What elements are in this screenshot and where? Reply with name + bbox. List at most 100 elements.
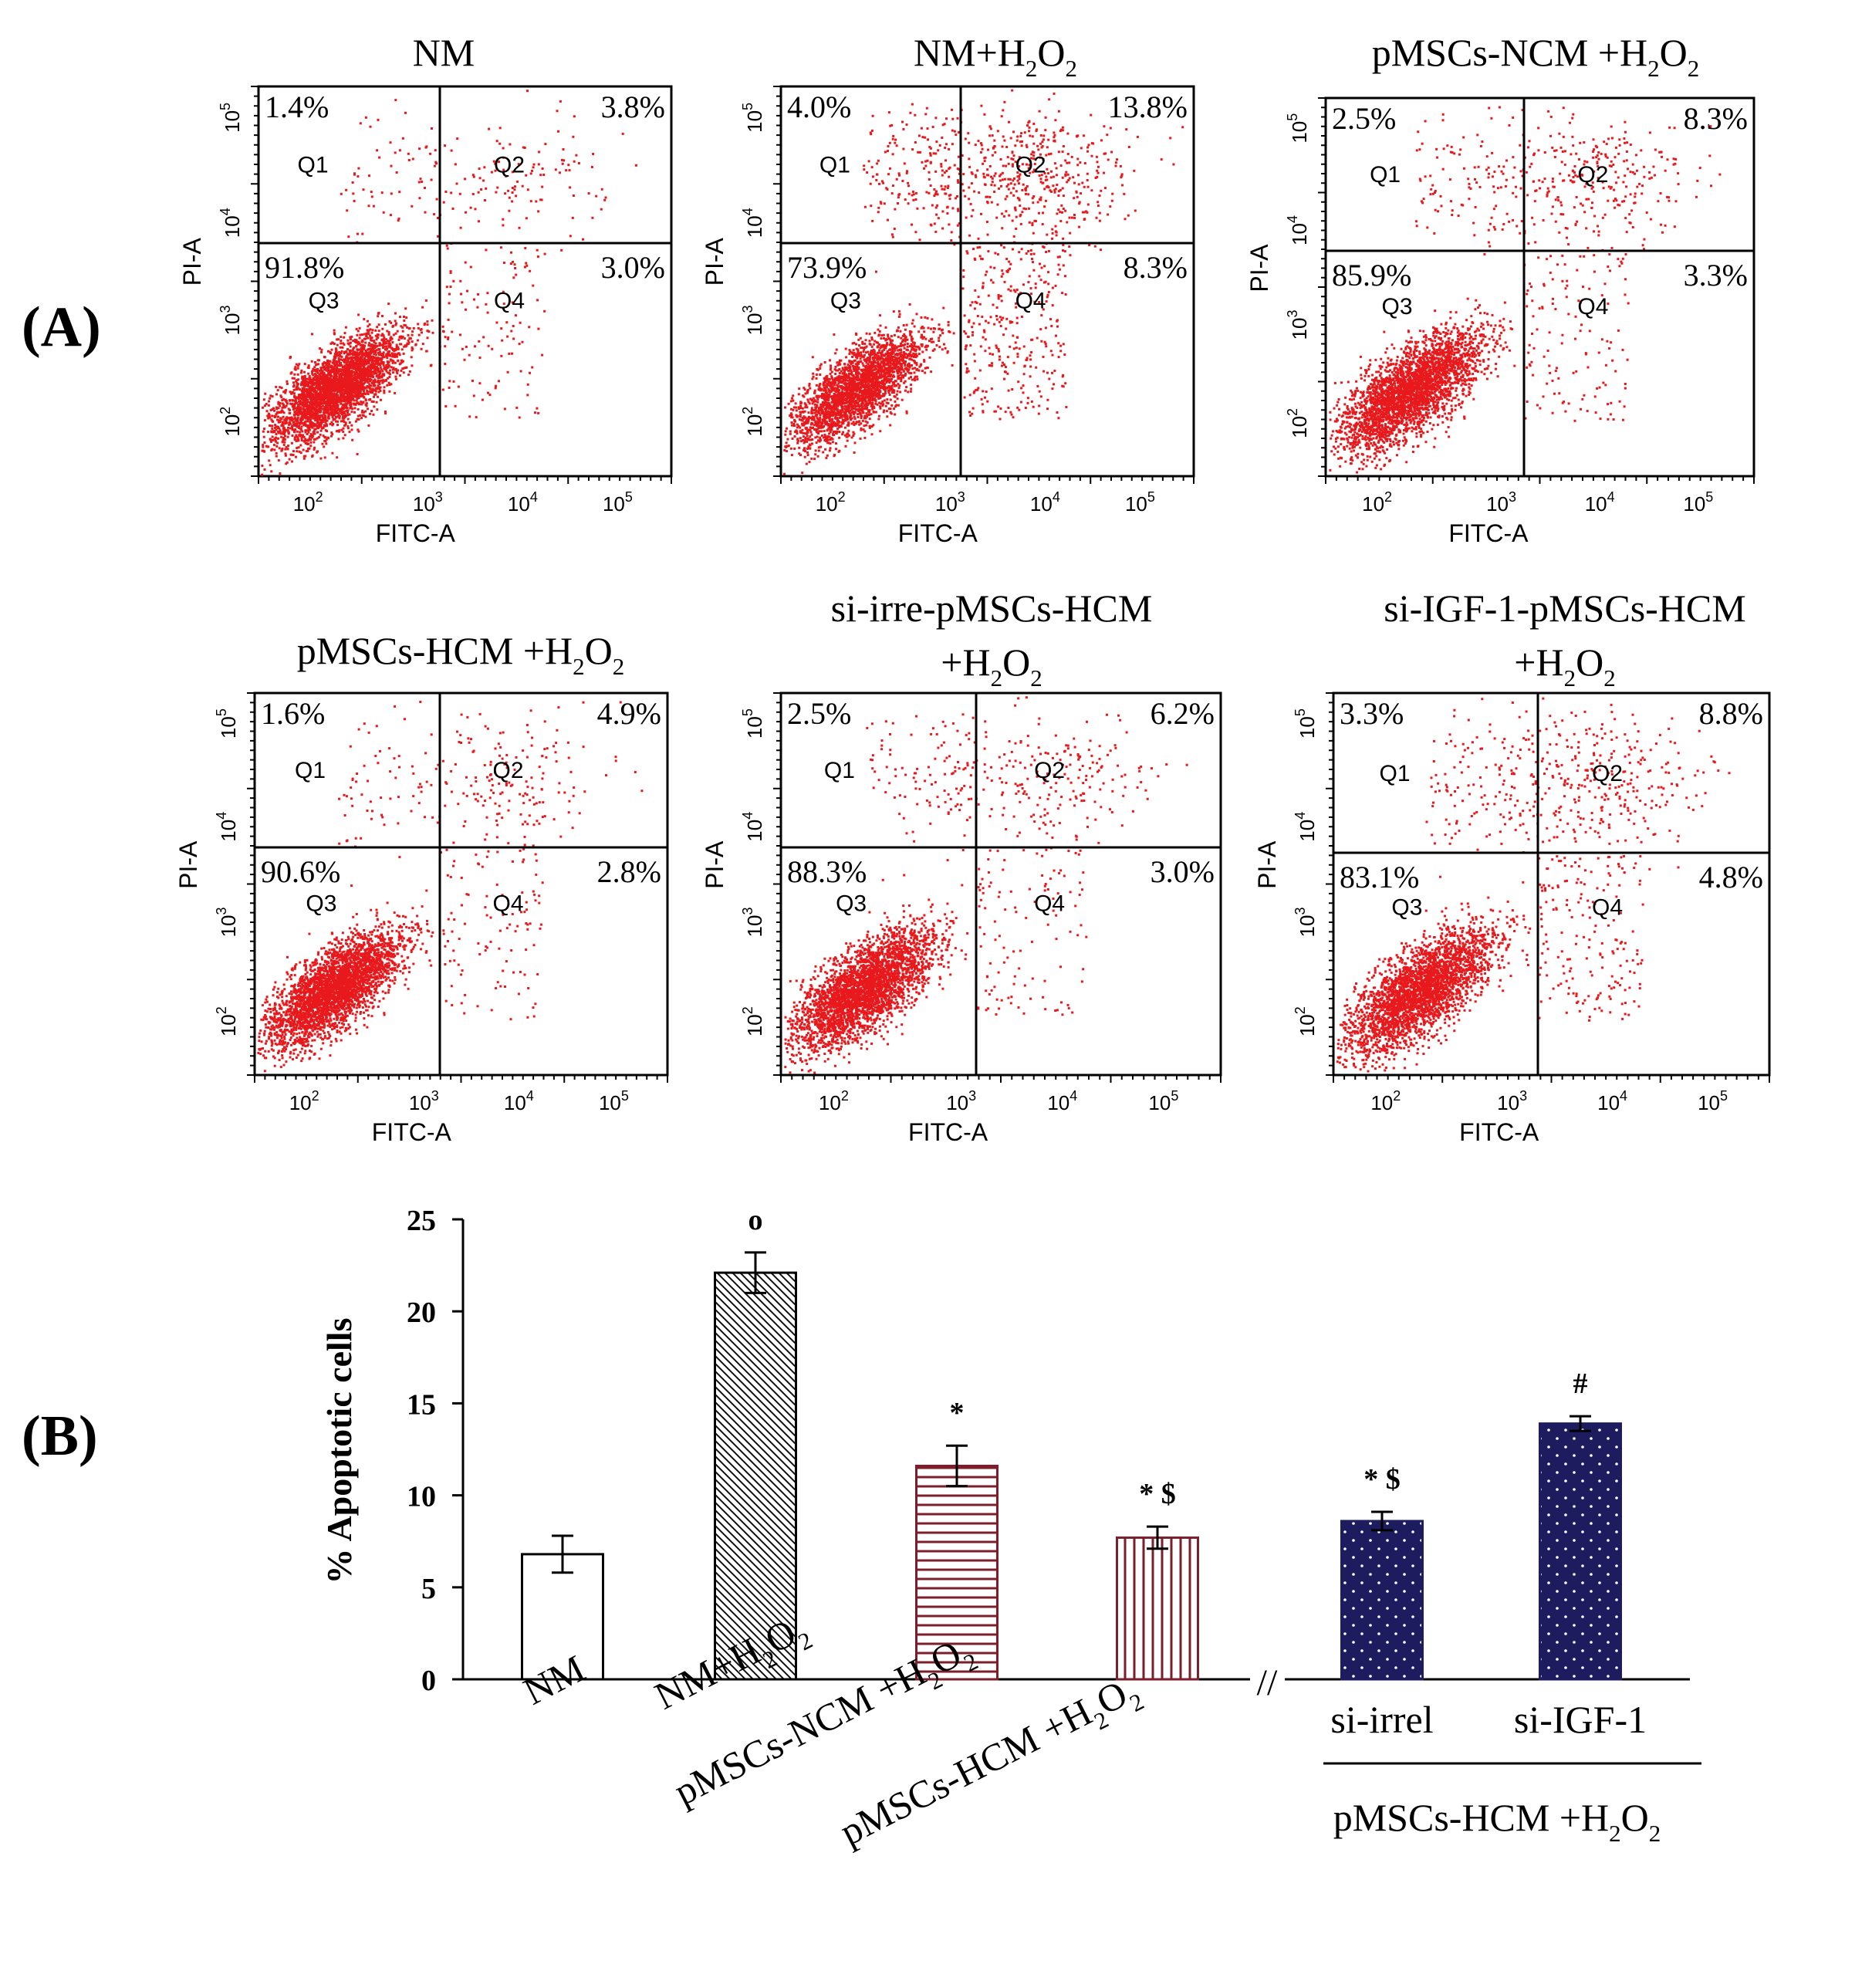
x-tick-label: 104 <box>1585 489 1615 516</box>
x-tick-label: 104 <box>504 1088 534 1114</box>
scatter-points <box>1336 697 1731 1073</box>
x-tick-label: 102 <box>289 1088 319 1114</box>
y-axis-label: PI-A <box>701 237 728 286</box>
y-tick-label: 104 <box>740 812 766 842</box>
quadrant-label-q3: Q3 <box>830 289 861 314</box>
percent-q2: 3.8% <box>601 90 665 124</box>
y-tick-label: 102 <box>740 407 766 437</box>
x-axis-label: FITC-A <box>372 1118 452 1146</box>
flow-panel-2: NM+H2O2 Q1 Q2 Q3 Q4 4.0% 13.8% 73.9% 8.3% 102 103 1… <box>701 31 1195 547</box>
scatter-points <box>784 696 1188 1074</box>
x-tick-label: 105 <box>599 1088 629 1114</box>
y-tick-label: 103 <box>740 908 766 938</box>
quadrant-label-q3: Q3 <box>1391 895 1422 921</box>
y-tick-label: 105 <box>218 103 244 133</box>
percent-q4: 3.3% <box>1684 258 1748 292</box>
significance-marker: # <box>1573 1368 1588 1400</box>
quadrant-label-q2: Q2 <box>494 153 525 178</box>
bar-3 <box>915 1464 999 1681</box>
x-category-label: si-IGF-1 <box>1514 1698 1647 1741</box>
x-axis-label: FITC-A <box>1448 519 1529 547</box>
quadrant-label-q1: Q1 <box>1379 761 1410 786</box>
y-tick-label: 105 <box>1292 708 1319 739</box>
x-tick-label: 105 <box>1125 489 1155 516</box>
percent-q3: 90.6% <box>261 854 340 889</box>
percent-q4: 3.0% <box>1151 854 1215 889</box>
flow-panel-title: +H2O2 <box>1514 641 1615 691</box>
percent-q3: 83.1% <box>1340 860 1419 894</box>
flow-panel-title: +H2O2 <box>941 641 1042 691</box>
bar-6 <box>1539 1422 1622 1681</box>
quadrant-label-q1: Q1 <box>295 758 326 783</box>
significance-marker: * $ <box>1363 1463 1401 1496</box>
flow-panel-6: si-IGF-1-pMSCs-HCM +H2O2 Q1 Q2 Q3 Q4 3.3% 8.8% 8… <box>1253 587 1771 1146</box>
percent-q3: 73.9% <box>787 250 867 285</box>
x-tick-label: 105 <box>603 489 633 516</box>
y-axis-label: PI-A <box>1253 840 1281 889</box>
percent-q3: 91.8% <box>265 250 344 285</box>
significance-marker: * $ <box>1139 1478 1176 1510</box>
y-tick-label: 103 <box>214 908 240 938</box>
x-tick-label: 103 <box>413 489 443 516</box>
percent-q2: 8.8% <box>1699 696 1763 731</box>
quadrant-label-q3: Q3 <box>309 289 340 314</box>
percent-q2: 8.3% <box>1684 101 1748 136</box>
x-tick-label: 102 <box>819 1088 849 1114</box>
percent-q2: 6.2% <box>1151 696 1215 731</box>
x-tick-label: 103 <box>409 1088 439 1114</box>
y-tick-label: 104 <box>1292 812 1319 842</box>
group-label: pMSCs-HCM +H2O2 <box>1333 1796 1661 1847</box>
flow-panel-3: pMSCs-NCM +H2O2 Q1 Q2 Q3 Q4 2.5% 8.3% 85.9% 3.3%… <box>1245 31 1755 547</box>
quadrant-label-q4: Q4 <box>492 891 523 917</box>
percent-q1: 2.5% <box>787 696 851 731</box>
flow-panel-4: pMSCs-HCM +H2O2 Q1 Q2 Q3 Q4 1.6% 4.9% 90.6% 2.8%… <box>174 629 669 1146</box>
y-tick-label: 102 <box>218 407 244 437</box>
x-tick-label: 104 <box>508 489 538 516</box>
percent-q4: 4.8% <box>1699 860 1763 894</box>
y-tick-label: 15 <box>407 1388 436 1421</box>
percent-q3: 88.3% <box>787 854 867 889</box>
percent-q1: 2.5% <box>1332 101 1396 136</box>
x-axis-label: FITC-A <box>908 1118 988 1146</box>
flow-panel-title: pMSCs-NCM +H2O2 <box>1372 31 1700 82</box>
scatter-points <box>257 701 644 1073</box>
quadrant-label-q3: Q3 <box>306 891 336 917</box>
flow-panel-title: NM+H2O2 <box>914 31 1077 82</box>
y-tick-label: 104 <box>218 208 244 238</box>
panel-label-b: (B) <box>22 1405 98 1468</box>
x-tick-label: 103 <box>946 1088 976 1114</box>
y-axis-label: PI-A <box>174 840 202 889</box>
percent-q1: 1.4% <box>265 90 329 124</box>
x-tick-label: 104 <box>1030 489 1060 516</box>
flow-panel-1: NM Q1 Q2 Q3 Q4 1.4% 3.8% 91.8% 3.0% 102 103 104 105 F… <box>178 31 673 547</box>
axis-break-mark: // <box>1257 1662 1278 1703</box>
x-category-label: si-irrel <box>1330 1698 1433 1741</box>
bar-2 <box>714 1271 797 1681</box>
flow-panel-title: pMSCs-HCM +H2O2 <box>297 629 625 680</box>
quadrant-label-q3: Q3 <box>836 891 867 917</box>
scatter-points <box>783 89 1184 475</box>
bar-1 <box>521 1553 604 1681</box>
y-tick-label: 104 <box>740 208 766 238</box>
percent-q4: 2.8% <box>597 854 661 889</box>
y-tick-label: 102 <box>1285 408 1311 438</box>
quadrant-label-q4: Q4 <box>494 289 525 314</box>
y-tick-label: 25 <box>407 1205 436 1237</box>
flow-panel-title: NM <box>413 31 475 74</box>
x-tick-label: 102 <box>816 489 846 516</box>
y-tick-label: 104 <box>1285 215 1311 245</box>
y-tick-label: 10 <box>407 1481 436 1513</box>
x-tick-label: 105 <box>1698 1088 1728 1114</box>
y-tick-label: 102 <box>740 1006 766 1036</box>
quadrant-label-q3: Q3 <box>1382 294 1413 320</box>
y-tick-label: 5 <box>421 1573 436 1605</box>
x-axis-label: FITC-A <box>1459 1118 1539 1146</box>
scatter-points <box>1329 106 1722 474</box>
x-tick-label: 103 <box>1497 1088 1527 1114</box>
y-tick-label: 0 <box>421 1665 436 1697</box>
y-axis-label: PI-A <box>701 840 728 889</box>
quadrant-label-q2: Q2 <box>1577 162 1608 188</box>
x-tick-label: 102 <box>1370 1088 1401 1114</box>
flow-panel-title-line1: si-IGF-1-pMSCs-HCM <box>1384 587 1746 630</box>
percent-q2: 4.9% <box>597 696 661 731</box>
